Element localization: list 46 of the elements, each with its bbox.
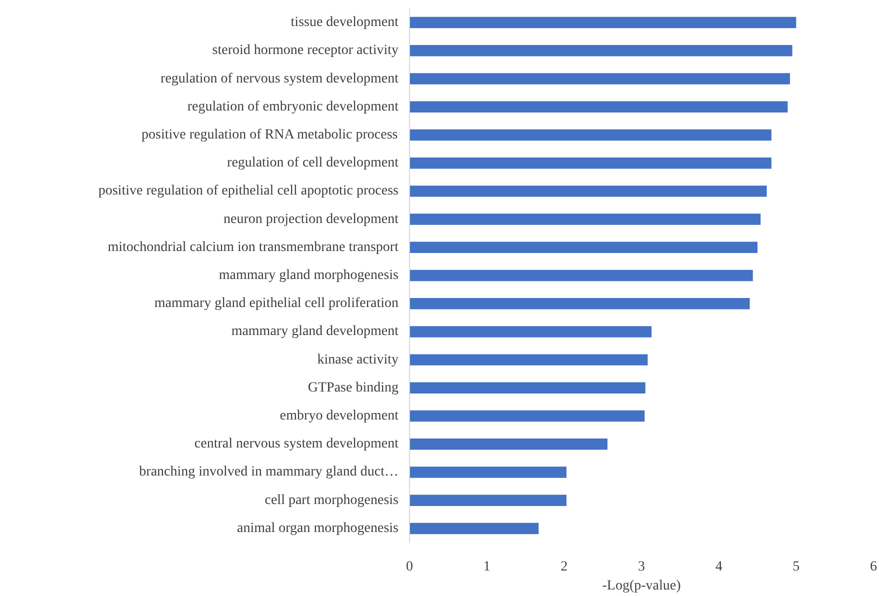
y-tick-label: animal organ morphogenesis bbox=[237, 520, 399, 536]
y-tick-label: positive regulation of RNA metabolic process bbox=[142, 127, 398, 142]
x-tick-label: 2 bbox=[560, 560, 568, 574]
x-tick-label: 5 bbox=[792, 560, 800, 574]
bar bbox=[410, 129, 772, 141]
bar bbox=[410, 270, 753, 282]
bar bbox=[410, 45, 792, 56]
bar bbox=[410, 438, 608, 450]
y-tick-label: kinase activity bbox=[317, 352, 399, 368]
bar bbox=[410, 73, 790, 84]
y-tick-label: embryo development bbox=[280, 408, 399, 424]
y-tick-label: regulation of nervous system development bbox=[160, 71, 399, 86]
y-tick-label: cell part morphogenesis bbox=[264, 492, 399, 508]
y-tick-label: tissue development bbox=[290, 15, 399, 30]
y-tick-label: steroid hormone receptor activity bbox=[212, 43, 399, 58]
y-tick-label: regulation of cell development bbox=[227, 156, 399, 171]
bar bbox=[410, 382, 646, 394]
bar bbox=[410, 16, 796, 28]
bar bbox=[410, 157, 772, 169]
y-tick-label: mitochondrial calcium ion transmembrane transport bbox=[108, 240, 399, 255]
bar bbox=[410, 326, 652, 338]
bar bbox=[410, 242, 758, 254]
bar bbox=[410, 101, 788, 112]
bar bbox=[410, 214, 761, 225]
bar bbox=[410, 466, 566, 478]
y-tick-label: mammary gland morphogenesis bbox=[218, 268, 399, 283]
x-axis-title: -Log(p-value) bbox=[602, 578, 682, 594]
y-tick-label: neuron projection development bbox=[224, 212, 399, 227]
x-tick-label: 4 bbox=[715, 560, 722, 574]
y-tick-label: regulation of embryonic development bbox=[187, 99, 399, 114]
bar bbox=[410, 298, 750, 310]
y-tick-label: mammary gland epithelial cell proliferation bbox=[154, 296, 399, 312]
bar bbox=[410, 410, 645, 422]
bar bbox=[410, 522, 539, 534]
bar bbox=[410, 354, 648, 366]
x-tick-label: 0 bbox=[406, 560, 413, 574]
x-tick-label: 1 bbox=[483, 560, 490, 574]
x-tick-label: 6 bbox=[870, 560, 877, 574]
y-tick-label: branching involved in mammary gland duct… bbox=[139, 464, 398, 480]
y-tick-label: central nervous system development bbox=[194, 436, 399, 452]
bar bbox=[410, 186, 767, 197]
bar bbox=[410, 494, 566, 506]
y-tick-label: GTPase binding bbox=[308, 380, 399, 396]
x-tick-label: 3 bbox=[638, 560, 645, 574]
y-tick-label: mammary gland development bbox=[231, 324, 399, 340]
y-tick-label: positive regulation of epithelial cell apoptotic process bbox=[98, 184, 399, 199]
